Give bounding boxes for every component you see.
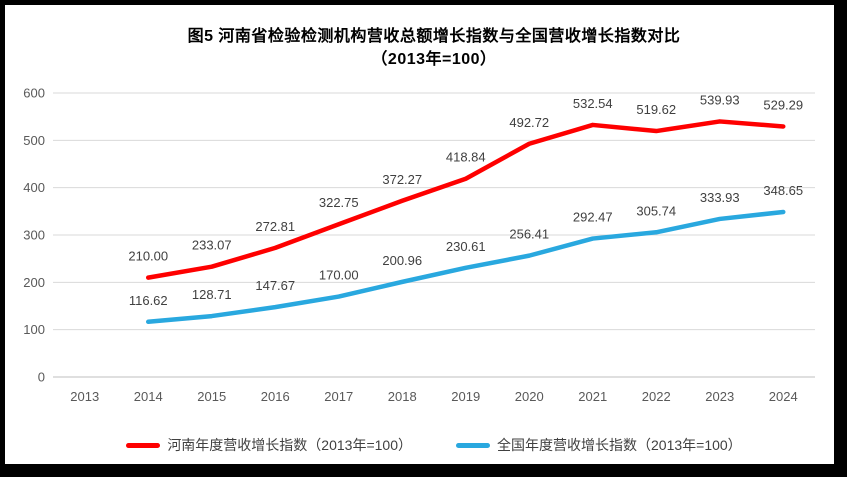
chart-title: 图5 河南省检验检测机构营收总额增长指数与全国营收增长指数对比 （2013年=1…: [53, 25, 815, 71]
y-tick-label: 500: [23, 133, 45, 148]
data-label: 519.62: [636, 102, 676, 117]
legend-line-swatch-blue: [456, 442, 490, 448]
y-tick-label: 100: [23, 322, 45, 337]
data-label: 170.00: [319, 268, 359, 283]
data-label: 305.74: [636, 203, 676, 218]
data-label: 147.67: [255, 278, 295, 293]
data-label: 322.75: [319, 195, 359, 210]
series-line-1[interactable]: [146, 209, 786, 325]
x-tick-label: 2015: [197, 389, 226, 404]
data-label: 539.93: [700, 92, 740, 107]
x-tick-label: 2020: [515, 389, 544, 404]
data-label: 256.41: [509, 227, 549, 242]
data-label: 418.84: [446, 150, 486, 165]
series-line-0[interactable]: [146, 119, 786, 280]
chart-title-line1: 图5 河南省检验检测机构营收总额增长指数与全国营收增长指数对比: [187, 28, 681, 45]
x-tick-label: 2017: [324, 389, 353, 404]
data-label: 116.62: [129, 293, 168, 308]
x-tick-label: 2023: [705, 389, 734, 404]
y-tick-label: 0: [38, 370, 45, 385]
legend-label-national: 全国年度营收增长指数（2013年=100）: [497, 437, 742, 453]
data-label: 529.29: [763, 97, 803, 112]
x-tick-label: 2021: [578, 389, 607, 404]
x-tick-label: 2014: [134, 389, 163, 404]
y-tick-label: 300: [23, 228, 45, 243]
x-tick-label: 2019: [451, 389, 480, 404]
data-label: 128.71: [192, 287, 232, 302]
legend-item-national[interactable]: 全国年度营收增长指数（2013年=100）: [456, 435, 742, 455]
data-label: 492.72: [509, 115, 549, 130]
data-label: 333.93: [700, 190, 740, 205]
x-tick-label: 2022: [642, 389, 671, 404]
x-tick-label: 2024: [769, 389, 798, 404]
legend: 河南年度营收增长指数（2013年=100） 全国年度营收增长指数（2013年=1…: [53, 433, 815, 457]
x-tick-label: 2013: [70, 389, 99, 404]
data-label: 372.27: [382, 172, 422, 187]
chart-canvas[interactable]: 图5 河南省检验检测机构营收总额增长指数与全国营收增长指数对比 （2013年=1…: [5, 5, 834, 464]
plot-area: 0 100 200 300 400 500 600 2013 2014 2015 2016 2017 2…: [23, 86, 815, 404]
data-label: 272.81: [255, 219, 295, 234]
y-tick-label: 600: [23, 86, 45, 101]
data-label: 532.54: [573, 96, 613, 111]
data-label: 233.07: [192, 238, 232, 253]
data-label: 292.47: [573, 210, 613, 225]
x-tick-label: 2016: [261, 389, 290, 404]
legend-label-henan: 河南年度营收增长指数（2013年=100）: [167, 437, 412, 453]
data-label: 210.00: [128, 249, 168, 264]
data-label: 348.65: [763, 183, 803, 198]
data-label: 200.96: [382, 253, 422, 268]
data-label: 230.61: [446, 239, 486, 254]
legend-item-henan[interactable]: 河南年度营收增长指数（2013年=100）: [126, 435, 412, 455]
chart-title-line2: （2013年=100）: [371, 51, 497, 68]
x-tick-label: 2018: [388, 389, 417, 404]
y-tick-label: 400: [23, 180, 45, 195]
legend-line-swatch-red: [126, 442, 161, 448]
y-tick-label: 200: [23, 275, 45, 290]
